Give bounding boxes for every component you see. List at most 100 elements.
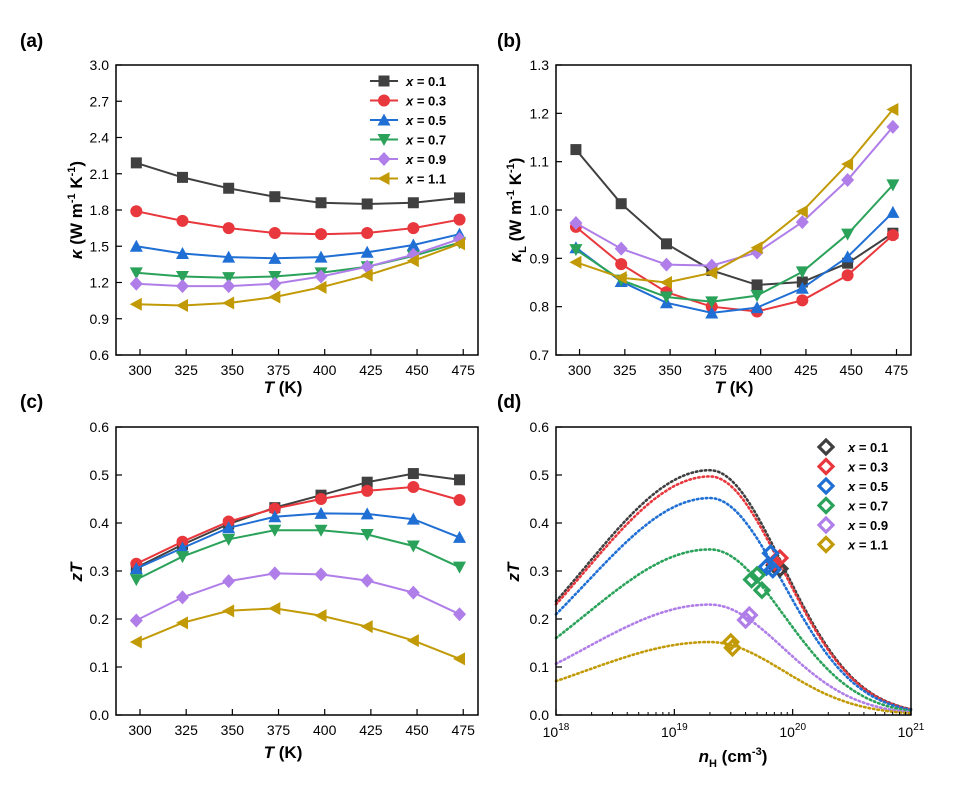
panel-b-label: (b): [497, 31, 521, 52]
legend-marker: [377, 172, 390, 185]
panel-a-data-point: [314, 280, 327, 294]
panel-a-label: (a): [20, 31, 43, 52]
panel-a-data-point: [454, 192, 466, 204]
panel-a-data-point: [130, 205, 143, 218]
panel-a-y-tick-label: 3.0: [90, 57, 110, 73]
panel-a-x-tick-label: 350: [221, 362, 245, 378]
panel-b-x-axis-label: T (K): [715, 378, 754, 397]
panel-b-x-tick-label: 475: [885, 362, 909, 378]
panel-c-x-tick-label: 325: [175, 722, 199, 738]
panel-c-data-point: [129, 562, 143, 575]
panel-d-data-point: [723, 638, 742, 658]
panel-b-data-point: [841, 173, 855, 188]
panel-c-data-point: [314, 609, 327, 623]
panel-a-data-point: [453, 237, 466, 251]
panel-b-data-point: [659, 257, 673, 272]
panel-b-x-tick-label: 350: [658, 362, 682, 378]
panel-a-data-point: [407, 222, 420, 235]
panel-a-x-tick-label: 300: [128, 362, 152, 378]
panel-b-data-point: [795, 204, 808, 218]
panel-c-data-point: [314, 567, 328, 582]
legend-label: x = 0.9: [847, 518, 888, 533]
panel-a-data-point: [406, 254, 419, 268]
panel-c-x-tick-label: 350: [221, 722, 245, 738]
legend-label: x = 1.1: [405, 172, 446, 187]
panel-b-data-point: [569, 216, 583, 231]
panel-c-x-tick-label: 475: [452, 722, 476, 738]
legend-label: x = 0.7: [405, 133, 446, 148]
panel-c-data-point: [315, 493, 328, 505]
panel-c-y-tick-label: 0.0: [90, 707, 110, 723]
legend-label: x = 0.1: [405, 74, 446, 89]
panel-c-data-point: [453, 530, 467, 543]
panel-c-data-point: [361, 484, 374, 497]
panel-c-data-point: [222, 604, 235, 618]
panel-c-data-point: [222, 533, 236, 546]
panel-d-frame: [555, 426, 912, 716]
panel-c-series-line: [135, 472, 460, 569]
panel-d-y-tick-label: 0.0: [530, 707, 550, 723]
panel-b-series-line: [575, 126, 894, 267]
panel-d-model-curve: [554, 475, 913, 711]
panel-a-data-point: [222, 222, 235, 235]
panel-b-data-point: [841, 269, 854, 282]
legend-marker: [816, 476, 836, 496]
panel-a-data-point: [268, 290, 281, 304]
panel-c-data-point: [268, 566, 282, 581]
legend-marker: [816, 496, 836, 515]
panel-d-y-tick-label: 0.6: [530, 419, 550, 435]
panel-d-x-tick-label: 1019: [661, 722, 688, 740]
panel-b-data-point: [705, 266, 718, 280]
panel-b-data-point: [750, 241, 763, 255]
panel-c-y-tick-label: 0.1: [90, 659, 110, 675]
panel-b-x-tick-label: 300: [568, 362, 592, 378]
panel-b-x-tick-label: 450: [840, 362, 864, 378]
panel-c-series-line: [135, 485, 460, 565]
panel-c-y-axis-label: zT: [67, 561, 86, 583]
panel-a-y-tick-label: 1.2: [90, 275, 110, 291]
panel-a-legend: x = 0.1 x = 0.3 x = 0.5 x = 0.7 x = 0.9 x = 1…: [370, 74, 446, 187]
panel-c-data-point: [360, 620, 373, 634]
panel-b-x-tick-label: 400: [749, 362, 773, 378]
panel-c-data-point: [129, 574, 143, 587]
panel-a-y-tick-label: 2.4: [90, 130, 110, 146]
panel-a-x-tick-label: 325: [175, 362, 199, 378]
panel-c-data-point: [222, 521, 236, 534]
panel-b-y-tick-label: 0.7: [530, 347, 550, 363]
panel-a: (a) 0.6 0.9 1.2 1.5 1.8 2.1 2.4 2.7 3.0 300 325 350…: [20, 31, 479, 397]
panel-d-data-point: [742, 570, 761, 589]
panel-a-data-point: [175, 270, 189, 283]
panel-b-data-point: [705, 306, 719, 319]
panel-c: (c) 0.0 0.1 0.2 0.3 0.4 0.5 0.6 300 325 350 375 400…: [20, 392, 479, 762]
panel-d-x-tick-label: 1020: [779, 722, 806, 740]
panel-b-y-tick-label: 0.8: [530, 299, 550, 315]
panel-c-y-tick-label: 0.6: [90, 419, 110, 435]
panel-c-y-tick-label: 0.5: [90, 467, 110, 483]
legend-marker: [377, 113, 391, 126]
panel-c-data-point: [268, 510, 282, 523]
panel-c-data-point: [453, 561, 467, 574]
panel-a-x-tick-label: 400: [313, 362, 337, 378]
panel-a-data-point: [406, 238, 420, 251]
panel-d-y-tick-label: 0.5: [530, 467, 550, 483]
panel-a-data-point: [129, 276, 143, 291]
legend-label: x = 0.7: [847, 499, 888, 514]
panel-d-data-point: [747, 565, 767, 585]
panel-d-data-point: [761, 543, 780, 563]
panel-a-data-point: [361, 226, 374, 239]
legend-label: x = 0.1: [847, 440, 888, 455]
panel-a-x-axis-label: T (K): [264, 378, 303, 397]
panel-b-data-point: [614, 271, 627, 285]
panel-d-y-tick-label: 0.1: [530, 659, 550, 675]
panel-d-data-point: [736, 610, 755, 630]
panel-c-data-point: [314, 506, 328, 519]
panel-b-frame: [555, 64, 912, 356]
panel-d: (d) 0.0 0.1 0.2 0.3 0.4 0.5 0.6 1018 1019 1020 102…: [497, 392, 925, 770]
legend-label: x = 0.5: [847, 479, 888, 494]
legend-label: x = 0.3: [847, 460, 888, 475]
legend-item: x = 0.7: [370, 133, 446, 148]
panel-b-data-point: [660, 238, 672, 250]
panel-a-y-tick-label: 1.5: [90, 238, 110, 254]
panel-b-x-tick-label: 375: [704, 362, 728, 378]
